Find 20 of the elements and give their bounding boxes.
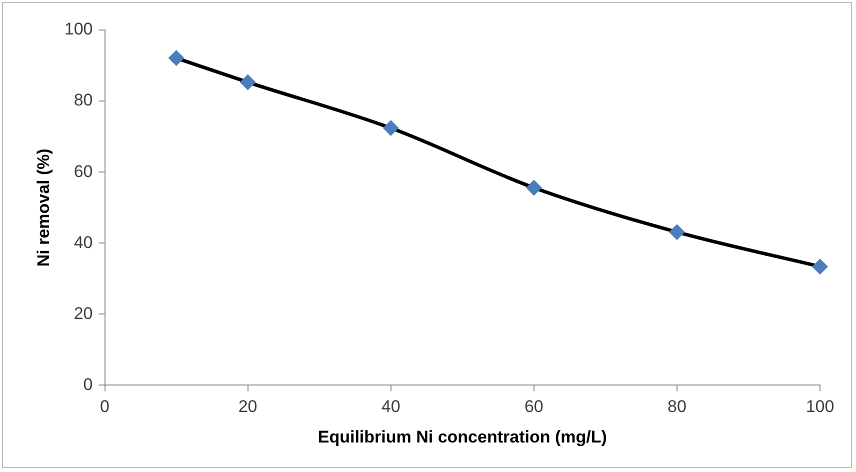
point [240, 74, 256, 90]
y-tick-label: 40 [74, 232, 93, 252]
point [812, 258, 828, 275]
x-tick-label: 40 [381, 397, 400, 416]
x-tick-label: 60 [524, 397, 544, 416]
y-tick-label: 80 [74, 90, 93, 110]
y-axis-title: Ni removal (%) [34, 148, 53, 267]
point [382, 120, 399, 136]
x-tick-label: 80 [667, 397, 686, 416]
x-axis-title: Equilibrium Ni concentration (mg/L) [318, 427, 607, 446]
y-tick-label: 100 [64, 20, 93, 39]
y-tick-label: 0 [83, 374, 93, 394]
point [668, 224, 685, 240]
x-tick-label: 100 [806, 397, 834, 416]
x-tick-label: 20 [238, 397, 258, 416]
y-tick-label: 20 [74, 304, 93, 323]
point [526, 180, 542, 196]
x-tick-label: 0 [100, 397, 110, 416]
y-tick-label: 60 [74, 162, 93, 181]
point [168, 50, 184, 66]
